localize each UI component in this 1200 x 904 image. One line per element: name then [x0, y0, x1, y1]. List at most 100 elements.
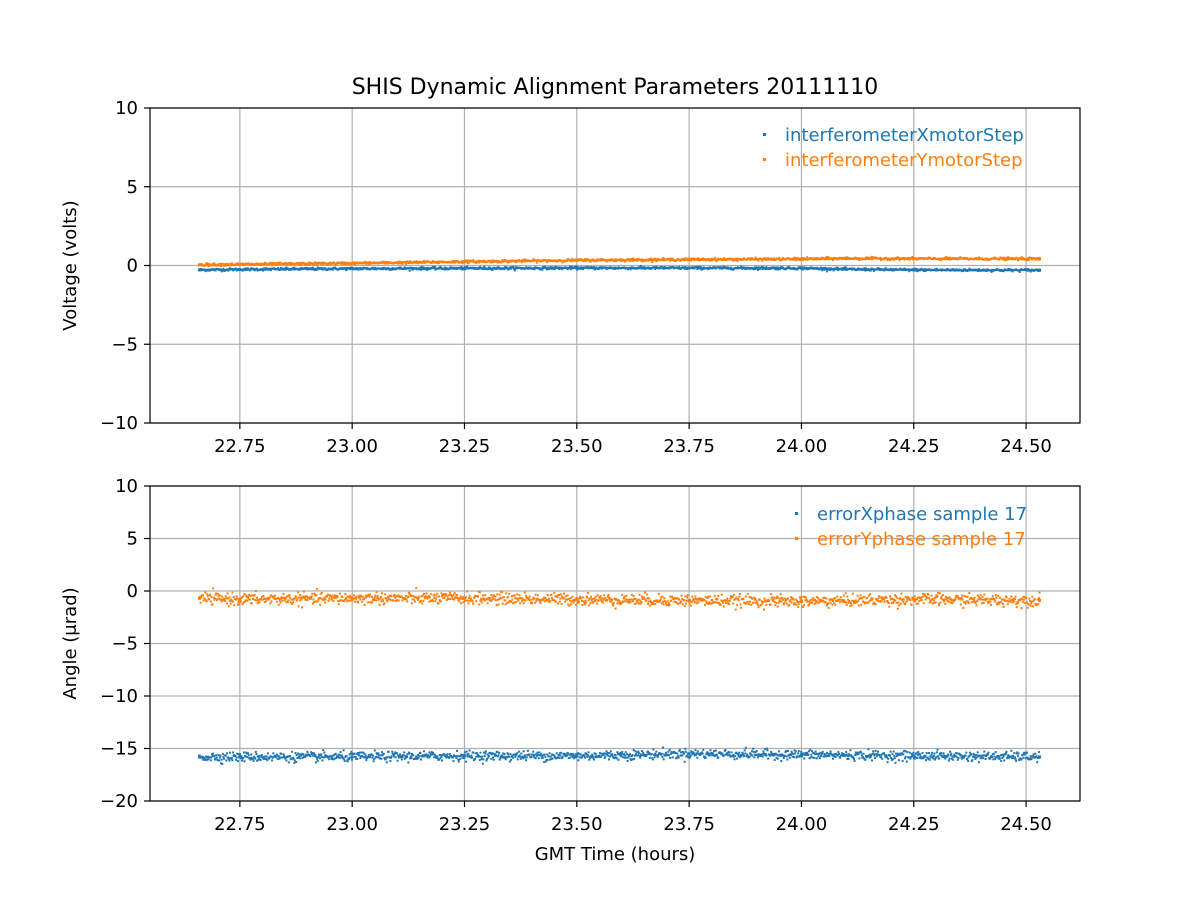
data-point: [535, 594, 537, 596]
data-point: [323, 599, 325, 601]
data-point: [550, 756, 552, 758]
data-point: [595, 596, 597, 598]
data-point: [338, 603, 340, 605]
data-point: [242, 603, 244, 605]
data-point: [373, 760, 375, 762]
data-point: [569, 600, 571, 602]
data-point: [893, 751, 895, 753]
data-point: [936, 751, 938, 753]
data-point: [793, 756, 795, 758]
data-point: [564, 601, 566, 603]
data-point: [270, 600, 272, 602]
data-point: [684, 761, 686, 763]
data-point: [427, 754, 429, 756]
data-point: [381, 751, 383, 753]
data-point: [257, 599, 259, 601]
data-point: [389, 760, 391, 762]
data-point: [916, 757, 918, 759]
data-point: [980, 757, 982, 759]
data-point: [638, 752, 640, 754]
data-point: [709, 754, 711, 756]
data-point: [271, 759, 273, 761]
data-point: [588, 599, 590, 601]
data-point: [387, 596, 389, 598]
data-point: [733, 758, 735, 760]
data-point: [392, 600, 394, 602]
data-point-anchor: [1038, 257, 1041, 260]
data-point: [472, 752, 474, 754]
data-point: [534, 754, 536, 756]
data-point: [615, 754, 617, 756]
data-point: [365, 754, 367, 756]
data-point: [774, 759, 776, 761]
data-point: [992, 758, 994, 760]
data-point: [565, 595, 567, 597]
data-point: [323, 752, 325, 754]
data-point: [464, 751, 466, 753]
data-point: [616, 602, 618, 604]
data-point: [864, 759, 866, 761]
data-point: [279, 599, 281, 601]
data-point: [213, 755, 215, 757]
data-point: [298, 755, 300, 757]
data-point: [479, 591, 481, 593]
data-point: [709, 749, 711, 751]
data-point: [403, 754, 405, 756]
data-point: [375, 756, 377, 758]
data-point: [919, 753, 921, 755]
data-point: [863, 267, 865, 269]
data-point: [363, 598, 365, 600]
data-point: [544, 756, 546, 758]
data-point: [465, 761, 467, 763]
data-point: [853, 758, 855, 760]
data-point: [482, 758, 484, 760]
data-point: [515, 601, 517, 603]
data-point: [646, 754, 648, 756]
data-point: [257, 759, 259, 761]
data-point: [785, 750, 787, 752]
data-point: [449, 753, 451, 755]
data-point: [517, 758, 519, 760]
data-point: [335, 753, 337, 755]
data-point: [555, 601, 557, 603]
data-point: [299, 600, 301, 602]
data-point: [322, 749, 324, 751]
data-point: [566, 755, 568, 757]
data-point: [457, 759, 459, 761]
data-point: [957, 759, 959, 761]
data-point: [895, 753, 897, 755]
data-point: [773, 755, 775, 757]
data-point: [902, 753, 904, 755]
data-point: [745, 747, 747, 749]
data-point: [383, 753, 385, 755]
data-point: [1034, 753, 1036, 755]
data-point: [252, 598, 254, 600]
data-point: [225, 597, 227, 599]
data-point: [258, 601, 260, 603]
data-point: [307, 599, 309, 601]
data-point: [1022, 757, 1024, 759]
data-point: [474, 758, 476, 760]
data-point: [235, 759, 237, 761]
data-point: [490, 758, 492, 760]
data-point: [394, 753, 396, 755]
data-point: [519, 594, 521, 596]
data-point: [592, 755, 594, 757]
data-point: [422, 600, 424, 602]
data-point: [1012, 755, 1014, 757]
data-point: [947, 753, 949, 755]
data-point: [226, 752, 228, 754]
data-point: [434, 594, 436, 596]
data-point: [401, 756, 403, 758]
data-point: [637, 754, 639, 756]
data-point: [585, 602, 587, 604]
data-point: [458, 600, 460, 602]
data-point: [237, 760, 239, 762]
data-point: [826, 270, 828, 272]
data-point: [346, 600, 348, 602]
data-point: [950, 753, 952, 755]
data-point: [216, 598, 218, 600]
data-point: [429, 596, 431, 598]
data-point-anchor: [688, 258, 691, 261]
